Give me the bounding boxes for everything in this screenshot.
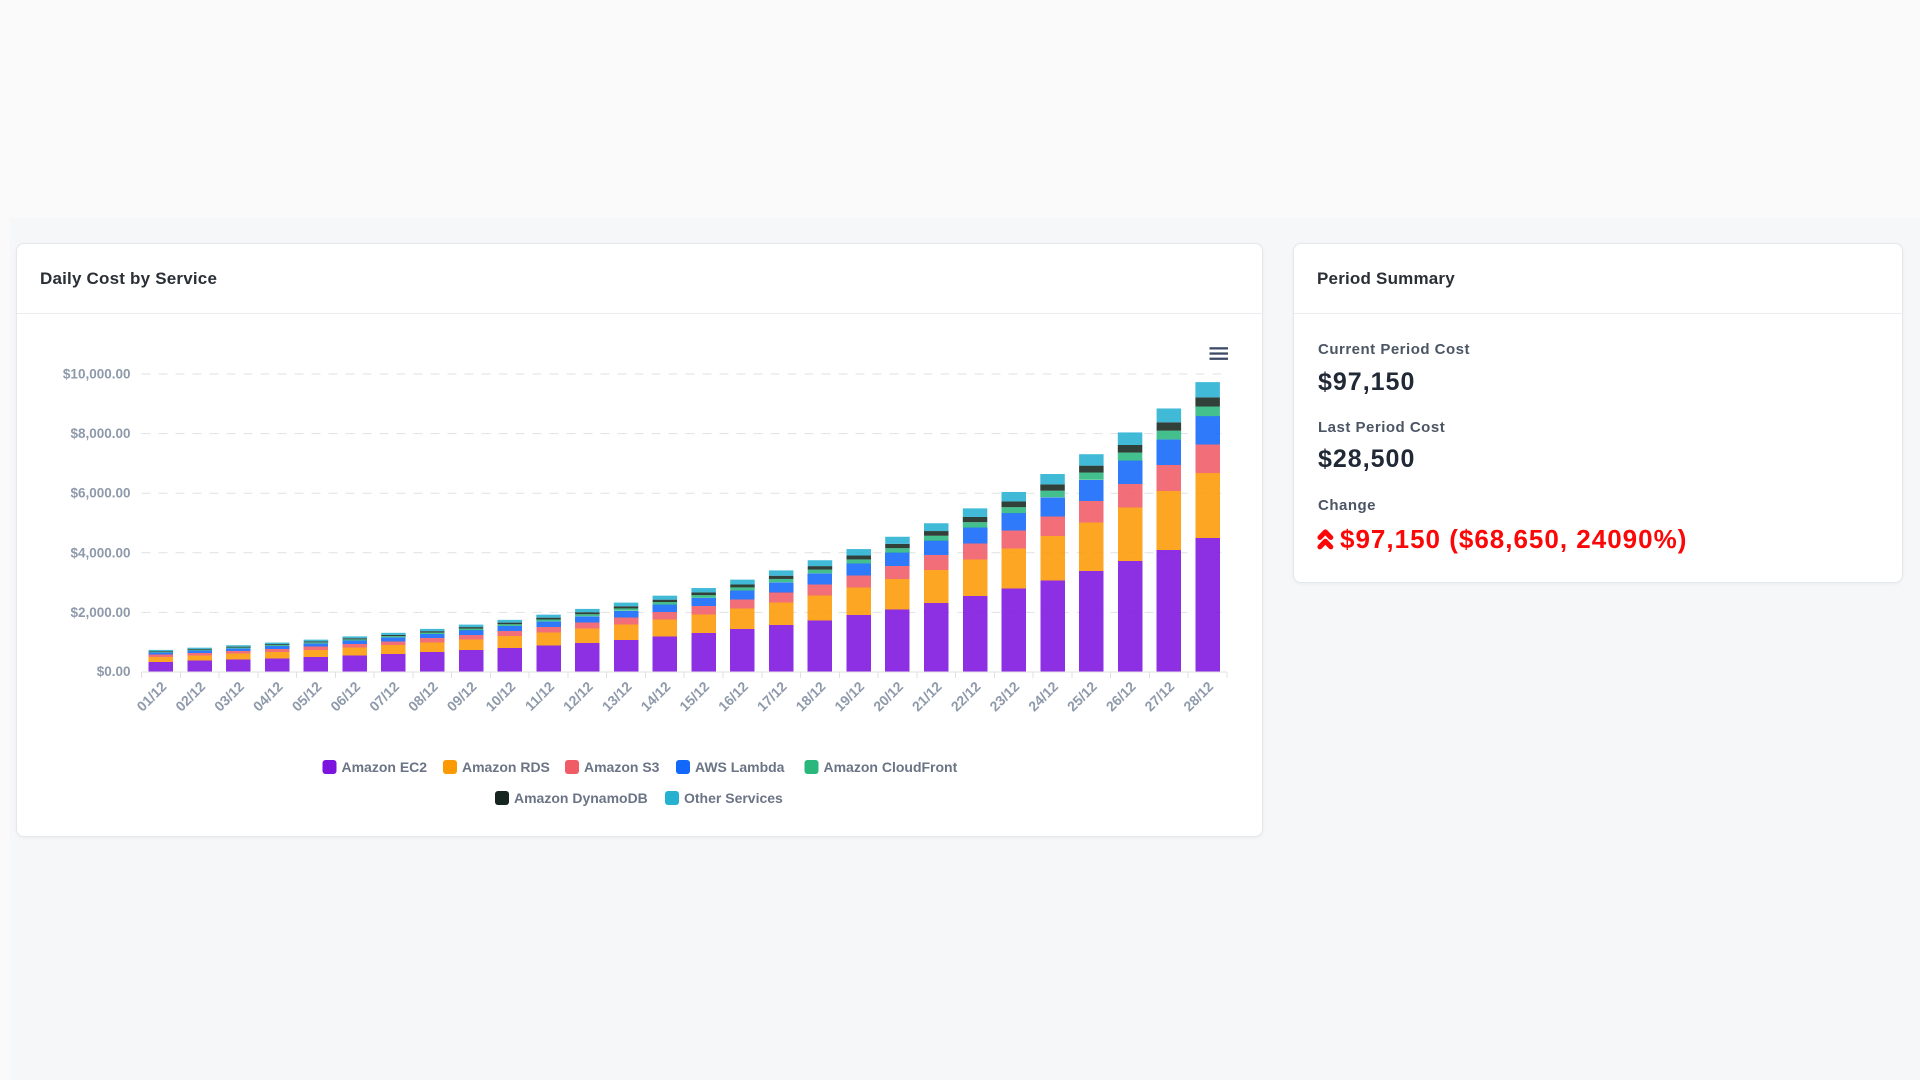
svg-text:20/12: 20/12 <box>870 678 906 714</box>
svg-text:01/12: 01/12 <box>133 678 169 714</box>
svg-text:02/12: 02/12 <box>172 678 208 714</box>
svg-text:Amazon S3: Amazon S3 <box>584 759 660 775</box>
svg-text:22/12: 22/12 <box>948 678 984 714</box>
svg-text:07/12: 07/12 <box>366 678 402 714</box>
svg-text:28/12: 28/12 <box>1180 678 1216 714</box>
svg-text:11/12: 11/12 <box>522 678 558 714</box>
svg-text:15/12: 15/12 <box>676 678 712 714</box>
svg-text:AWS Lambda: AWS Lambda <box>695 759 785 775</box>
svg-text:17/12: 17/12 <box>754 678 790 714</box>
svg-text:$8,000.00: $8,000.00 <box>70 426 130 441</box>
svg-text:$0.00: $0.00 <box>97 664 131 679</box>
svg-text:09/12: 09/12 <box>444 678 480 714</box>
svg-text:18/12: 18/12 <box>792 678 828 714</box>
svg-text:$6,000.00: $6,000.00 <box>70 486 130 501</box>
svg-text:23/12: 23/12 <box>986 678 1022 714</box>
svg-text:12/12: 12/12 <box>560 678 596 714</box>
svg-text:19/12: 19/12 <box>831 678 867 714</box>
svg-text:08/12: 08/12 <box>405 678 441 714</box>
svg-text:$4,000.00: $4,000.00 <box>70 545 130 560</box>
svg-text:16/12: 16/12 <box>715 678 751 714</box>
svg-text:13/12: 13/12 <box>599 678 635 714</box>
svg-text:21/12: 21/12 <box>909 678 945 714</box>
svg-text:14/12: 14/12 <box>637 678 673 714</box>
svg-text:05/12: 05/12 <box>289 678 325 714</box>
svg-text:06/12: 06/12 <box>327 678 363 714</box>
svg-text:04/12: 04/12 <box>250 678 286 714</box>
svg-text:$10,000.00: $10,000.00 <box>63 367 131 382</box>
svg-text:Amazon DynamoDB: Amazon DynamoDB <box>514 790 648 806</box>
svg-text:Amazon EC2: Amazon EC2 <box>342 759 428 775</box>
svg-text:Amazon CloudFront: Amazon CloudFront <box>824 759 958 775</box>
svg-text:03/12: 03/12 <box>211 678 247 714</box>
svg-text:Amazon RDS: Amazon RDS <box>462 759 550 775</box>
svg-text:26/12: 26/12 <box>1103 678 1139 714</box>
svg-text:$2,000.00: $2,000.00 <box>70 605 130 620</box>
svg-text:27/12: 27/12 <box>1141 678 1177 714</box>
svg-text:Other Services: Other Services <box>684 790 783 806</box>
svg-text:24/12: 24/12 <box>1025 678 1061 714</box>
svg-text:10/12: 10/12 <box>482 678 518 714</box>
svg-text:25/12: 25/12 <box>1064 678 1100 714</box>
